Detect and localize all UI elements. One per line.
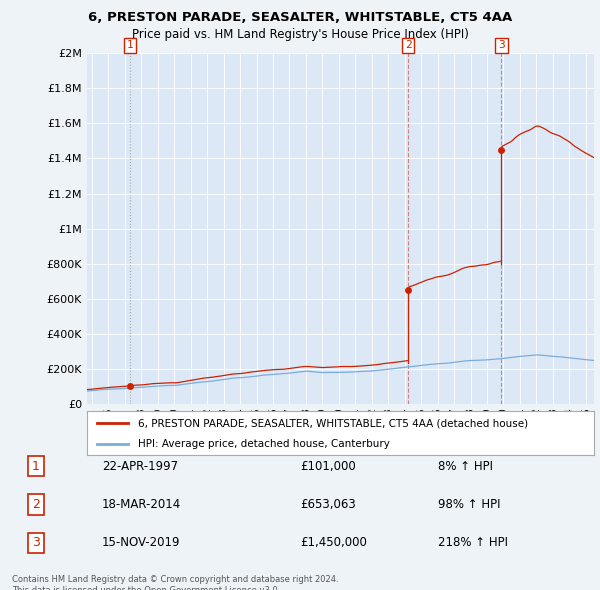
Text: 1: 1 (32, 460, 40, 473)
Text: 1: 1 (127, 40, 133, 50)
Text: 3: 3 (498, 40, 505, 50)
Text: HPI: Average price, detached house, Canterbury: HPI: Average price, detached house, Cant… (138, 438, 389, 448)
Text: £101,000: £101,000 (300, 460, 356, 473)
Text: 2: 2 (32, 498, 40, 511)
Text: 22-APR-1997: 22-APR-1997 (102, 460, 178, 473)
Text: Price paid vs. HM Land Registry's House Price Index (HPI): Price paid vs. HM Land Registry's House … (131, 28, 469, 41)
Text: 18-MAR-2014: 18-MAR-2014 (102, 498, 181, 511)
Text: 218% ↑ HPI: 218% ↑ HPI (438, 536, 508, 549)
Text: 2: 2 (405, 40, 412, 50)
Text: Contains HM Land Registry data © Crown copyright and database right 2024.
This d: Contains HM Land Registry data © Crown c… (12, 575, 338, 590)
Text: 6, PRESTON PARADE, SEASALTER, WHITSTABLE, CT5 4AA (detached house): 6, PRESTON PARADE, SEASALTER, WHITSTABLE… (138, 418, 528, 428)
Text: £653,063: £653,063 (300, 498, 356, 511)
Text: 8% ↑ HPI: 8% ↑ HPI (438, 460, 493, 473)
Text: 6, PRESTON PARADE, SEASALTER, WHITSTABLE, CT5 4AA: 6, PRESTON PARADE, SEASALTER, WHITSTABLE… (88, 11, 512, 24)
Text: 98% ↑ HPI: 98% ↑ HPI (438, 498, 500, 511)
Text: £1,450,000: £1,450,000 (300, 536, 367, 549)
Text: 3: 3 (32, 536, 40, 549)
Text: 15-NOV-2019: 15-NOV-2019 (102, 536, 181, 549)
